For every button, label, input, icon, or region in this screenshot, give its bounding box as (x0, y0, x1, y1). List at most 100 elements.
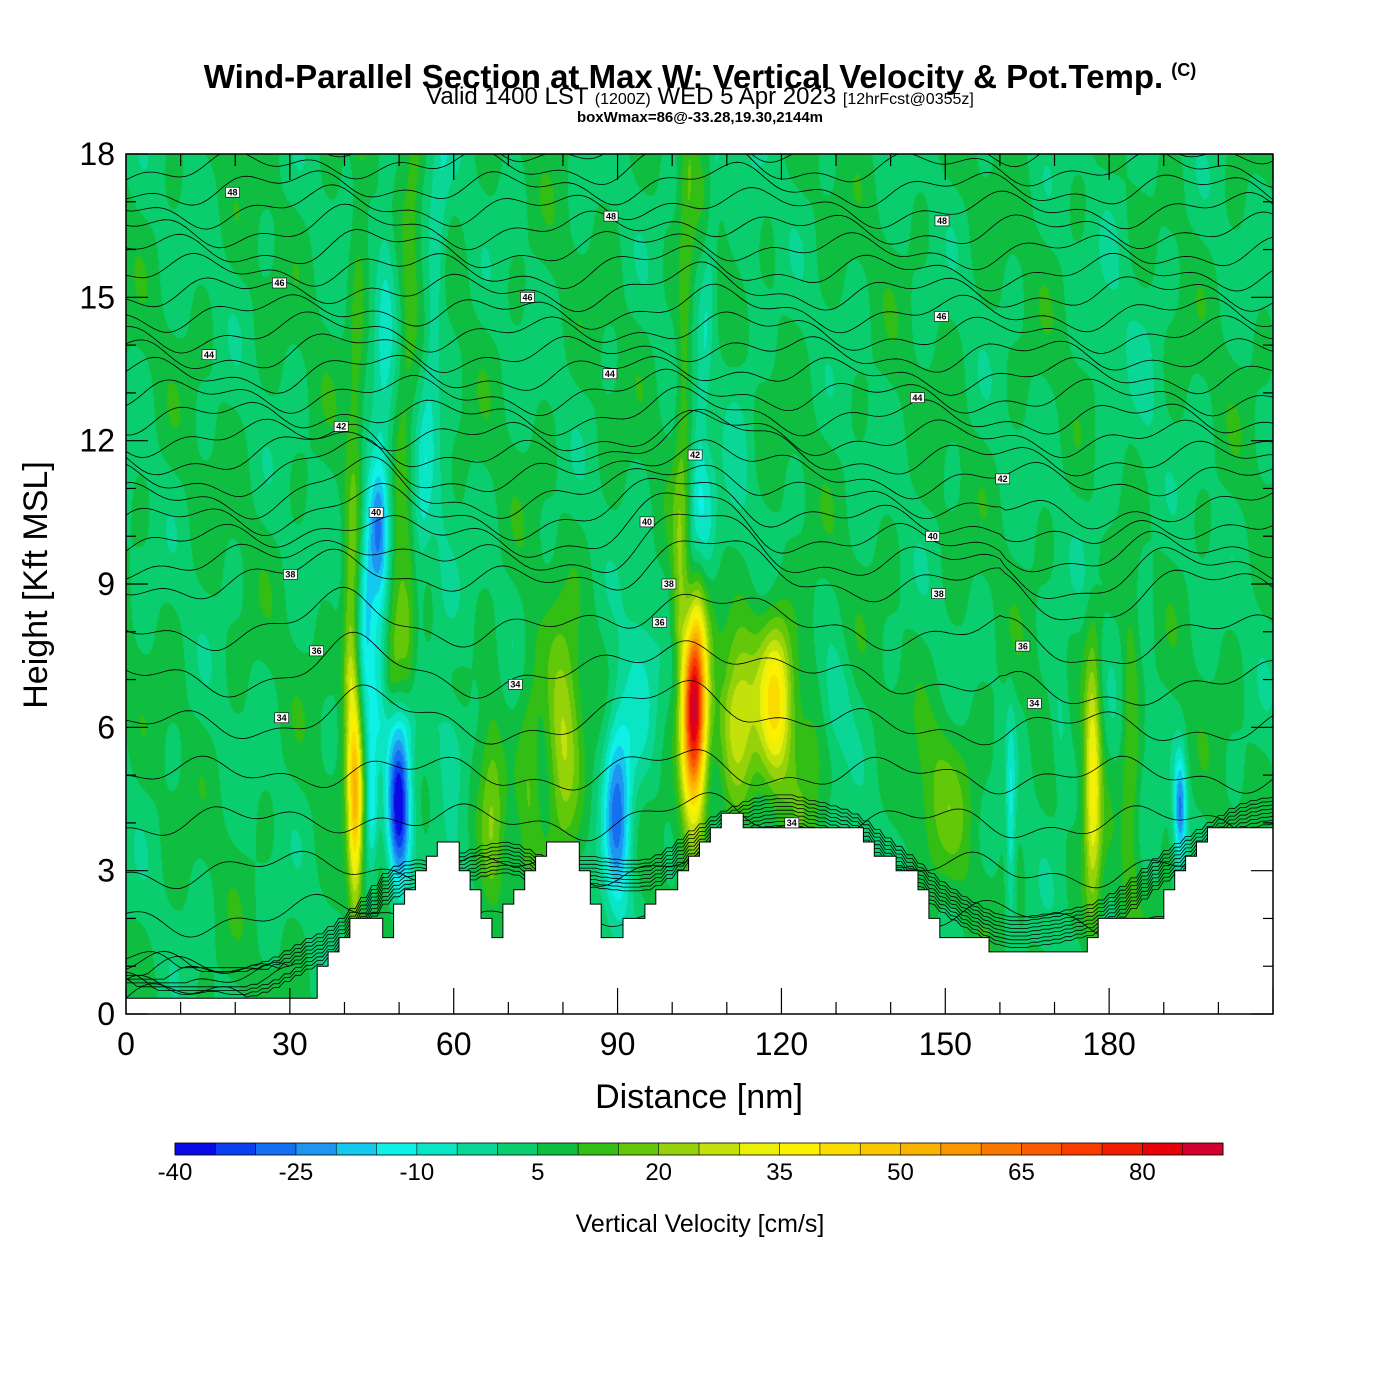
colorbar-swatch (699, 1143, 740, 1155)
colorbar-swatch (1021, 1143, 1063, 1155)
svg-text:42: 42 (336, 422, 346, 432)
isentrope-label: 48 (603, 210, 619, 222)
isentrope-line (126, 203, 1273, 251)
colorbar-tick-label: 20 (645, 1159, 672, 1186)
colorbar-tick-label: 35 (766, 1159, 793, 1186)
isentrope-line (126, 792, 1273, 842)
svg-text:46: 46 (274, 278, 284, 288)
isentrope-label: 44 (910, 392, 925, 403)
isentrope-line (126, 261, 1273, 313)
isentrope-line (126, 492, 1273, 573)
chart-subtitle: Valid 1400 LST (1200Z) WED 5 Apr 2023 [1… (426, 83, 974, 110)
x-tick-label: 60 (436, 1026, 472, 1062)
isentrope-label: 46 (272, 277, 287, 289)
plot-area: 48 48 48 46 46 46 44 44 44 42 42 42 40 40 40 38 38 38 36 36… (126, 79, 1273, 1014)
isentrope-line (126, 436, 1273, 500)
svg-text:36: 36 (312, 646, 322, 656)
colorbar-tick-label: 65 (1008, 1159, 1035, 1186)
terrain (126, 812, 1273, 1014)
x-tick-label: 90 (600, 1026, 636, 1062)
y-tick-label: 3 (97, 853, 115, 889)
isentrope-line (126, 631, 1273, 706)
colorbar-tick-label: -10 (400, 1159, 435, 1186)
colorbar-swatch (981, 1143, 1022, 1155)
x-axis-title: Distance [nm] (595, 1078, 803, 1116)
colorbar-title: Vertical Velocity [cm/s] (576, 1210, 825, 1238)
isentrope-label: 40 (368, 507, 384, 518)
colorbar-swatch (900, 1143, 942, 1155)
isentrope-label: 34 (784, 817, 800, 829)
colorbar-swatch (295, 1143, 337, 1155)
isentrope-line (126, 311, 1273, 354)
isentrope-line (126, 333, 1273, 374)
svg-text:38: 38 (934, 589, 944, 599)
y-tick-labels: 0 3 6 9 12 15 18 (79, 136, 115, 1032)
y-axis-title: Height [Kft MSL] (17, 461, 55, 709)
colorbar-swatch (1102, 1143, 1143, 1155)
colorbar-swatch (537, 1143, 579, 1155)
isentrope-line (126, 184, 1273, 230)
isentrope-line (126, 410, 1273, 459)
isentrope-label: 44 (201, 349, 217, 360)
isentrope-line (126, 680, 1273, 746)
y-tick-label: 0 (97, 996, 115, 1032)
svg-text:42: 42 (690, 450, 700, 460)
x-tick-label: 120 (755, 1026, 808, 1062)
svg-text:48: 48 (227, 187, 237, 197)
isentrope-line (126, 283, 1273, 334)
svg-text:34: 34 (1029, 699, 1039, 709)
isentrope-label: 38 (661, 578, 677, 590)
colorbar-swatch (215, 1143, 257, 1155)
svg-text:36: 36 (1018, 641, 1028, 651)
colorbar-tick-label: -25 (279, 1159, 314, 1186)
colorbar-labels: -40 -25 -10 5 20 35 50 65 80 (158, 1159, 1156, 1186)
isentrope-line (126, 79, 1273, 125)
isentrope-line (126, 456, 1273, 530)
isentrope-label: 40 (639, 516, 655, 528)
isentrope-label: 36 (652, 616, 667, 628)
colorbar-swatch (739, 1143, 781, 1155)
colorbar-swatch (658, 1143, 700, 1155)
svg-text:38: 38 (664, 579, 674, 589)
colorbar-swatch (1182, 1143, 1224, 1155)
colorbar-swatch (779, 1143, 821, 1155)
colorbar-swatch (1142, 1143, 1184, 1155)
colorbar-swatch (819, 1143, 861, 1155)
isentrope-label: 36 (1015, 640, 1031, 652)
colorbar-tick-label: 80 (1129, 1159, 1156, 1186)
colorbar-swatch (336, 1143, 377, 1155)
colorbar-swatch (255, 1143, 297, 1155)
svg-text:36: 36 (655, 617, 665, 627)
isentrope-line (126, 806, 1273, 980)
isentrope-line (126, 798, 1273, 972)
isentrope-label: 42 (687, 449, 703, 461)
isentrope-line (126, 586, 1273, 664)
colorbar-tick-label: 50 (887, 1159, 914, 1186)
svg-text:40: 40 (928, 531, 938, 541)
y-tick-label: 15 (79, 279, 115, 315)
isentrope-line (126, 154, 1273, 188)
box-max-info: boxWmax=86@-33.28,19.30,2144m (576, 109, 824, 126)
colorbar-frame (174, 1142, 1224, 1156)
svg-text:44: 44 (204, 350, 214, 360)
colorbar-swatch (1061, 1143, 1103, 1155)
x-tick-label: 150 (919, 1026, 972, 1062)
colorbar-swatch (860, 1143, 901, 1155)
isentrope-label: 34 (274, 712, 289, 724)
svg-text:34: 34 (510, 680, 520, 690)
svg-text:38: 38 (285, 570, 295, 580)
isentrope-line (126, 229, 1273, 271)
chart-title: Wind-Parallel Section at Max W: Vertical… (203, 58, 1197, 95)
isentrope-line (126, 749, 1273, 795)
isentrope-line (126, 245, 1273, 292)
isentrope-line (126, 794, 1273, 969)
isentrope-line (126, 540, 1273, 621)
colorbar-tick-label: -40 (158, 1159, 193, 1186)
isentrope-label: 40 (925, 530, 941, 542)
colorbar-tick-label: 5 (531, 1159, 544, 1186)
isentrope-label: 42 (995, 473, 1010, 485)
y-tick-label: 9 (97, 566, 115, 602)
isentrope-label: 48 (225, 186, 240, 198)
svg-text:44: 44 (912, 393, 922, 403)
colorbar-swatch (618, 1143, 660, 1155)
